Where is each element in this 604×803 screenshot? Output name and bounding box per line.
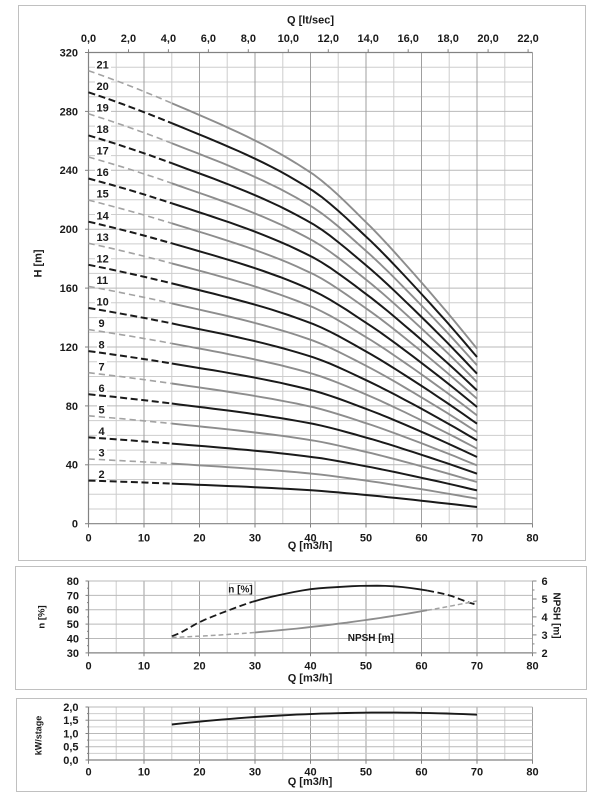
svg-text:14,0: 14,0	[358, 33, 379, 45]
svg-text:18: 18	[97, 124, 109, 136]
svg-text:50: 50	[67, 619, 79, 631]
svg-text:40: 40	[67, 633, 79, 645]
svg-text:1,0: 1,0	[63, 728, 78, 740]
svg-text:7: 7	[99, 361, 105, 373]
svg-text:9: 9	[99, 318, 105, 330]
svg-text:21: 21	[97, 59, 109, 71]
svg-text:40: 40	[304, 766, 316, 778]
svg-text:6: 6	[542, 576, 548, 588]
svg-text:70: 70	[471, 533, 483, 545]
svg-text:20: 20	[193, 661, 205, 673]
svg-text:15: 15	[97, 189, 109, 201]
svg-text:19: 19	[97, 102, 109, 114]
svg-text:5: 5	[99, 404, 105, 416]
svg-text:10: 10	[138, 661, 150, 673]
svg-text:2,0: 2,0	[63, 702, 78, 714]
svg-text:80: 80	[66, 401, 78, 413]
svg-text:0: 0	[72, 519, 78, 531]
svg-text:NPSH [m]: NPSH [m]	[348, 633, 394, 644]
svg-text:70: 70	[471, 661, 483, 673]
svg-text:120: 120	[60, 342, 78, 354]
svg-text:20: 20	[193, 766, 205, 778]
svg-text:70: 70	[471, 766, 483, 778]
svg-text:2: 2	[99, 469, 105, 481]
svg-text:20,0: 20,0	[477, 33, 498, 45]
svg-text:10: 10	[138, 533, 150, 545]
svg-text:18,0: 18,0	[437, 33, 458, 45]
svg-text:13: 13	[97, 232, 109, 244]
svg-text:80: 80	[526, 661, 538, 673]
svg-text:5: 5	[542, 594, 548, 606]
svg-text:60: 60	[415, 661, 427, 673]
svg-text:10: 10	[138, 766, 150, 778]
svg-text:n [%]: n [%]	[228, 585, 252, 596]
svg-text:16: 16	[97, 167, 109, 179]
svg-text:12: 12	[97, 253, 109, 265]
svg-text:H [m]: H [m]	[33, 249, 45, 277]
svg-text:280: 280	[60, 106, 78, 118]
svg-text:Q [lt/sec]: Q [lt/sec]	[287, 14, 334, 26]
svg-text:3: 3	[542, 630, 548, 642]
svg-text:4: 4	[99, 426, 106, 438]
svg-text:1,5: 1,5	[63, 715, 78, 727]
svg-text:40: 40	[66, 460, 78, 472]
svg-text:320: 320	[60, 47, 78, 59]
svg-text:4: 4	[542, 612, 549, 624]
svg-text:11: 11	[97, 275, 109, 287]
svg-text:14: 14	[97, 210, 110, 222]
svg-text:kW/stage: kW/stage	[33, 716, 43, 756]
svg-text:6: 6	[99, 383, 105, 395]
svg-text:40: 40	[304, 533, 316, 545]
svg-text:2,0: 2,0	[121, 33, 136, 45]
svg-text:30: 30	[249, 533, 261, 545]
svg-text:8: 8	[99, 340, 105, 352]
svg-text:0,5: 0,5	[63, 742, 78, 754]
svg-text:0: 0	[85, 661, 91, 673]
svg-text:2: 2	[542, 648, 548, 660]
svg-text:50: 50	[360, 533, 372, 545]
svg-text:Q [m3/h]: Q [m3/h]	[288, 673, 333, 685]
svg-text:n [%]: n [%]	[36, 605, 47, 628]
svg-text:30: 30	[67, 648, 79, 660]
svg-text:20: 20	[193, 533, 205, 545]
svg-text:20: 20	[97, 81, 109, 93]
svg-text:6,0: 6,0	[201, 33, 216, 45]
svg-text:40: 40	[304, 661, 316, 673]
svg-text:3: 3	[99, 448, 105, 460]
svg-text:0,0: 0,0	[81, 33, 96, 45]
svg-text:200: 200	[60, 224, 78, 236]
svg-text:10,0: 10,0	[278, 33, 299, 45]
svg-text:60: 60	[415, 766, 427, 778]
svg-text:Q [m3/h]: Q [m3/h]	[288, 540, 333, 552]
svg-text:0: 0	[85, 766, 91, 778]
svg-text:30: 30	[249, 766, 261, 778]
svg-text:22,0: 22,0	[517, 33, 538, 45]
svg-text:160: 160	[60, 283, 78, 295]
svg-text:10: 10	[97, 297, 109, 309]
svg-text:Q [m3/h]: Q [m3/h]	[288, 776, 333, 788]
svg-text:80: 80	[526, 533, 538, 545]
svg-text:8,0: 8,0	[241, 33, 256, 45]
svg-text:50: 50	[360, 766, 372, 778]
svg-text:80: 80	[526, 766, 538, 778]
svg-text:0: 0	[85, 533, 91, 545]
svg-text:240: 240	[60, 165, 78, 177]
svg-text:60: 60	[415, 533, 427, 545]
svg-text:70: 70	[67, 590, 79, 602]
svg-text:50: 50	[360, 661, 372, 673]
svg-text:30: 30	[249, 661, 261, 673]
svg-text:NPSH [m]: NPSH [m]	[550, 592, 561, 638]
svg-text:12,0: 12,0	[318, 33, 339, 45]
svg-text:80: 80	[67, 576, 79, 588]
svg-text:16,0: 16,0	[397, 33, 418, 45]
svg-text:60: 60	[67, 605, 79, 617]
svg-text:17: 17	[97, 146, 109, 158]
svg-text:0,0: 0,0	[63, 755, 78, 767]
svg-text:4,0: 4,0	[161, 33, 176, 45]
